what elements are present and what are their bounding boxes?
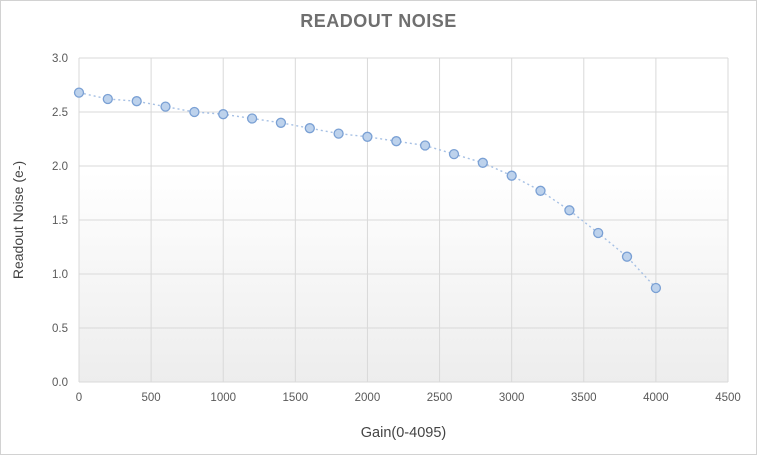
y-tick-label: 0.0 [52, 377, 68, 389]
data-point [102, 93, 113, 105]
y-tick-label: 1.5 [52, 215, 68, 227]
x-tick-label: 3000 [499, 392, 525, 404]
data-point [448, 148, 460, 160]
data-point [218, 109, 229, 120]
data-point [391, 136, 402, 147]
data-point [131, 96, 142, 107]
data-point [73, 87, 85, 98]
data-point [506, 170, 517, 181]
x-tick-label: 0 [76, 392, 82, 404]
y-tick-label: 2.5 [52, 107, 68, 119]
x-axis-title: Gain(0-4095) [360, 425, 447, 441]
y-tick-label: 3.0 [52, 53, 68, 65]
x-tick-label: 1000 [210, 392, 236, 404]
y-tick-label: 2.0 [52, 161, 68, 173]
x-tick-label: 4000 [643, 392, 669, 404]
data-point [621, 251, 633, 262]
data-point [419, 140, 431, 151]
y-tick-label: 1.0 [52, 269, 68, 281]
data-point [535, 185, 546, 196]
data-point [650, 282, 662, 294]
data-point [246, 113, 258, 124]
x-tick-label: 4500 [715, 392, 741, 404]
x-tick-label: 500 [142, 392, 161, 404]
data-point [593, 227, 604, 239]
data-point [275, 117, 287, 128]
x-tick-label: 1500 [283, 392, 309, 404]
data-point [564, 205, 575, 216]
x-tick-label: 3500 [571, 392, 597, 404]
data-point [333, 128, 344, 139]
data-point [362, 131, 373, 142]
y-tick-label: 0.5 [52, 323, 68, 335]
data-point [160, 101, 171, 112]
x-tick-label: 2000 [355, 392, 381, 404]
chart-title: READOUT NOISE [300, 11, 457, 31]
data-point [477, 157, 488, 168]
x-tick-label: 2500 [427, 392, 453, 404]
data-point [304, 123, 315, 134]
data-point [189, 106, 200, 118]
